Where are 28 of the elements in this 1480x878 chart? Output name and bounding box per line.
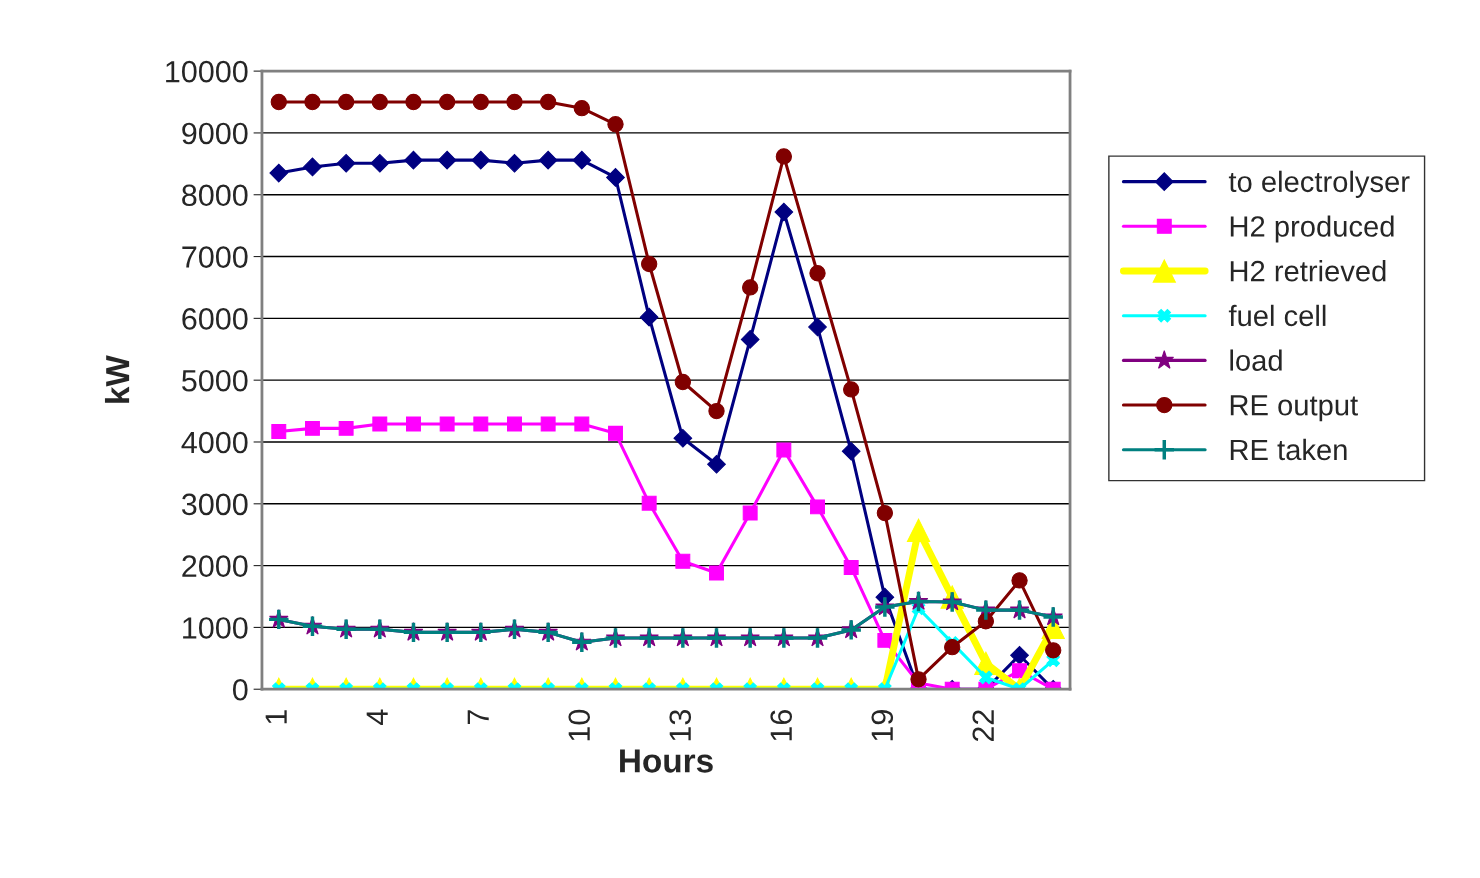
y-tick-label: 3000 [181,493,248,516]
legend-label: H2 retrieved [1230,260,1386,282]
x-tick-label: 10 [568,709,591,741]
y-tick-label: 6000 [182,308,248,330]
y-tick-label: 1000 [183,617,248,639]
x-tick-label: 16 [770,710,793,741]
y-tick-label: 8000 [182,184,248,207]
legend-label: H2 produced [1230,215,1394,243]
y-axis-title: kW [104,355,130,403]
y-tick-label: 9000 [182,122,248,145]
legend-label: to electrolyser [1228,170,1410,198]
legend-label: load [1230,349,1282,371]
x-tick-label: 7 [467,710,489,725]
x-tick-label: 13 [669,710,692,741]
x-tick-label: 22 [972,710,994,742]
y-tick-label: 7000 [182,246,248,268]
y-tick-label: 10000 [166,60,248,83]
y-tick-label: 0 [232,678,248,701]
legend-label: fuel cell [1228,304,1326,327]
y-tick-label: 2000 [182,555,248,577]
x-tick-label: 1 [265,710,287,724]
x-tick-label: 4 [366,709,388,725]
y-tick-label: 5000 [182,369,248,392]
y-tick-label: 4000 [181,431,248,454]
x-tick-label: 19 [871,710,894,741]
x-axis-title: Hours [620,749,713,773]
legend-label: RE taken [1230,438,1347,461]
legend-label: RE output [1230,395,1358,422]
